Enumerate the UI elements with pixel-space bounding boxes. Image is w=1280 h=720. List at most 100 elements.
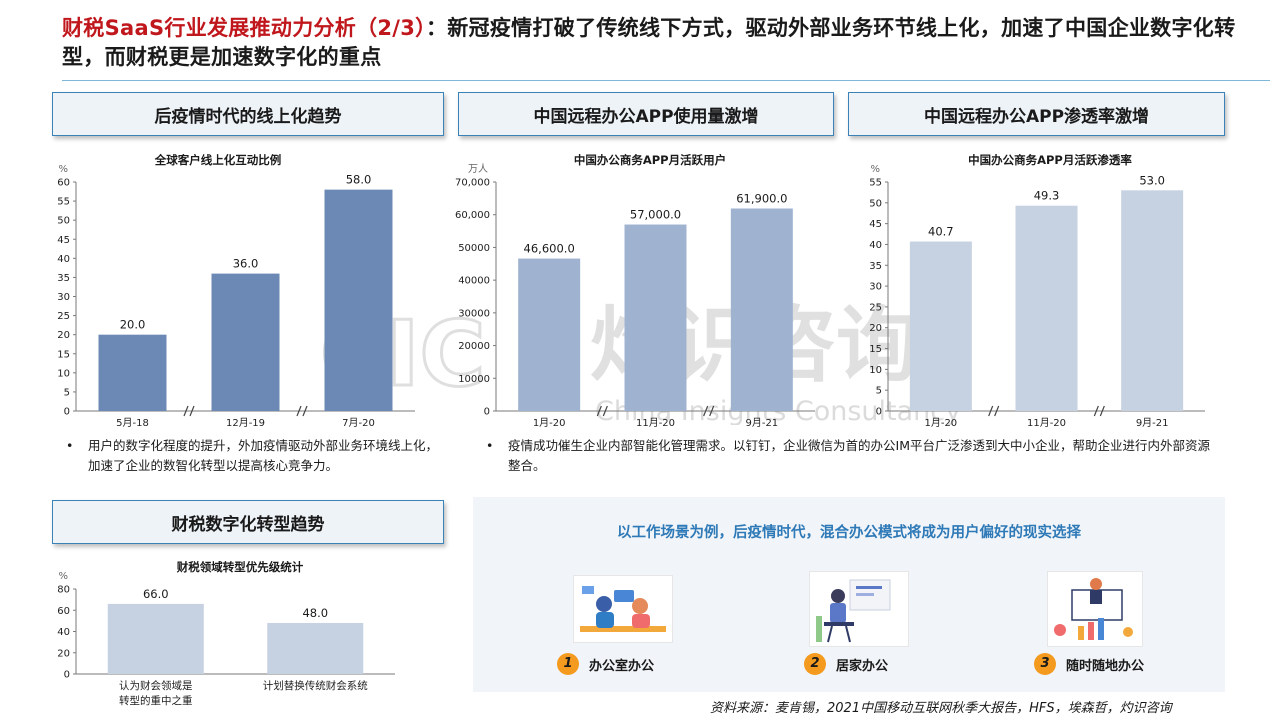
- source-note: 资料来源：麦肯锡，2021中国移动互联网秋季大报告，HFS，埃森哲，灼识咨询: [710, 701, 1172, 716]
- y-tick-label: 5: [876, 386, 882, 397]
- y-tick-label: 30: [57, 292, 70, 303]
- y-tick-label: 40: [869, 240, 882, 251]
- x-tick-label: 1月-20: [533, 417, 566, 429]
- y-tick-label: 0: [64, 407, 70, 418]
- bar: [324, 189, 393, 411]
- y-tick-label: 50000: [458, 243, 490, 254]
- y-tick-label: 40000: [458, 276, 490, 287]
- section-finance-trend: 财税数字化转型趋势: [52, 500, 444, 544]
- x-tick-label: 9月-21: [745, 417, 778, 429]
- section-online-trend: 后疫情时代的线上化趋势: [52, 92, 444, 136]
- axis-break-mark: [994, 405, 1000, 417]
- y-tick-label: 60: [57, 606, 70, 617]
- y-tick-label: 60,000: [455, 210, 490, 221]
- axis-break-mark: [183, 405, 189, 417]
- y-tick-label: 40: [57, 627, 70, 638]
- section-app-usage: 中国远程办公APP使用量激增: [458, 92, 834, 136]
- axis-break-mark: [296, 405, 302, 417]
- scenario-number-1: 1: [557, 653, 579, 675]
- axis-break-mark: [302, 405, 308, 417]
- y-tick-label: 55: [869, 178, 882, 189]
- bar: [1015, 205, 1078, 411]
- x-tick-label: 11月-20: [636, 417, 675, 429]
- home-illustration: [809, 571, 909, 647]
- note-online-text: 用户的数字化程度的提升，外加疫情驱动外部业务环境线上化，加速了企业的数智化转型以…: [88, 438, 439, 473]
- chart-title: 中国办公商务APP月活跃用户: [574, 153, 726, 167]
- bar-value-label: 46,600.0: [524, 242, 575, 256]
- scenario-office: 办公室办公: [589, 659, 655, 674]
- title-divider: [62, 80, 1270, 81]
- x-tick-label: 5月-18: [116, 417, 149, 429]
- x-tick-label: 12月-19: [226, 417, 265, 429]
- bullet-dot: •: [486, 438, 494, 453]
- axis-break-mark: [1099, 405, 1105, 417]
- bar: [107, 603, 204, 674]
- axis-break-mark: [596, 405, 602, 417]
- scenario-panel: 以工作场景为例，后疫情时代，混合办公模式将成为用户偏好的现实选择: [473, 497, 1225, 692]
- bar: [211, 273, 280, 411]
- y-tick-label: 30: [869, 282, 882, 293]
- y-tick-label: 25: [57, 311, 70, 322]
- x-tick-label: 转型的重中之重: [119, 694, 193, 707]
- bar-value-label: 58.0: [346, 173, 372, 187]
- y-tick-label: 20: [869, 323, 882, 334]
- y-tick-label: 10: [869, 365, 882, 376]
- y-axis-unit: 万人: [468, 163, 488, 175]
- scenario-home: 居家办公: [836, 659, 889, 674]
- y-axis-unit: %: [58, 164, 68, 175]
- y-tick-label: 45: [57, 235, 70, 246]
- chart-app-penetration: 中国办公商务APP月活跃渗透率% 0 5 10 15 20 25 30 35 40 45 50 55 40…: [869, 153, 1205, 429]
- y-tick-label: 0: [876, 407, 882, 418]
- y-tick-label: 45: [869, 219, 882, 230]
- axis-break-mark: [709, 405, 715, 417]
- bar-value-label: 66.0: [143, 587, 169, 601]
- bar: [518, 258, 581, 411]
- y-tick-label: 0: [484, 407, 490, 418]
- bar-value-label: 61,900.0: [736, 191, 787, 205]
- y-tick-label: 20: [57, 330, 70, 341]
- y-tick-label: 30000: [458, 308, 490, 319]
- y-tick-label: 15: [57, 349, 70, 360]
- bar-value-label: 49.3: [1034, 189, 1060, 203]
- bar-value-label: 57,000.0: [630, 208, 681, 222]
- bar-value-label: 48.0: [302, 606, 328, 620]
- chart-title: 财税领域转型优先级统计: [176, 560, 304, 574]
- axis-break-mark: [703, 405, 709, 417]
- y-tick-label: 40: [57, 254, 70, 265]
- scenario-anywhere: 随时随地办公: [1066, 659, 1145, 674]
- y-tick-label: 20000: [458, 341, 490, 352]
- bar: [624, 224, 687, 411]
- anywhere-illustration: [1047, 571, 1143, 647]
- page-title-highlight: 财税SaaS行业发展推动力分析（2/3）: [62, 16, 426, 40]
- y-tick-label: 80: [57, 585, 70, 596]
- axis-break-mark: [189, 405, 195, 417]
- x-tick-label: 认为财会领域是: [119, 679, 193, 692]
- office-illustration: [573, 575, 673, 643]
- y-tick-label: 10: [57, 368, 70, 379]
- bar-value-label: 36.0: [233, 257, 259, 271]
- y-tick-label: 5: [64, 387, 70, 398]
- bar: [909, 241, 972, 411]
- y-tick-label: 60: [57, 178, 70, 189]
- bar: [1121, 190, 1184, 411]
- scenario-title: 以工作场景为例，后疫情时代，混合办公模式将成为用户偏好的现实选择: [617, 525, 1081, 541]
- chart-online-interaction: 全球客户线上化互动比例% 0 5 10 15 20 25 30 35 40 45 50 55 60 20.0…: [57, 153, 415, 429]
- y-tick-label: 15: [869, 344, 882, 355]
- y-tick-label: 0: [64, 670, 70, 681]
- scenario-number-3: 3: [1034, 653, 1056, 675]
- bar: [98, 334, 167, 411]
- bullet-dot: •: [66, 438, 74, 453]
- y-axis-unit: %: [870, 164, 880, 175]
- chart-title: 中国办公商务APP月活跃渗透率: [968, 153, 1132, 167]
- axis-break-mark: [988, 405, 994, 417]
- y-tick-label: 20: [57, 648, 70, 659]
- y-tick-label: 35: [57, 273, 70, 284]
- note-app-text: 疫情成功催生企业内部智能化管理需求。以钉钉，企业微信为首的办公IM平台广泛渗透到…: [508, 438, 1210, 473]
- y-tick-label: 35: [869, 261, 882, 272]
- y-tick-label: 25: [869, 302, 882, 313]
- bar: [730, 208, 793, 411]
- page-title-rest: ：新冠疫情打破了传统线下方式，驱动外部业务环节线上化，加速了中国企业数字化转型，…: [62, 16, 1236, 69]
- y-tick-label: 70,000: [455, 178, 490, 189]
- scenario-number-2: 2: [804, 653, 826, 675]
